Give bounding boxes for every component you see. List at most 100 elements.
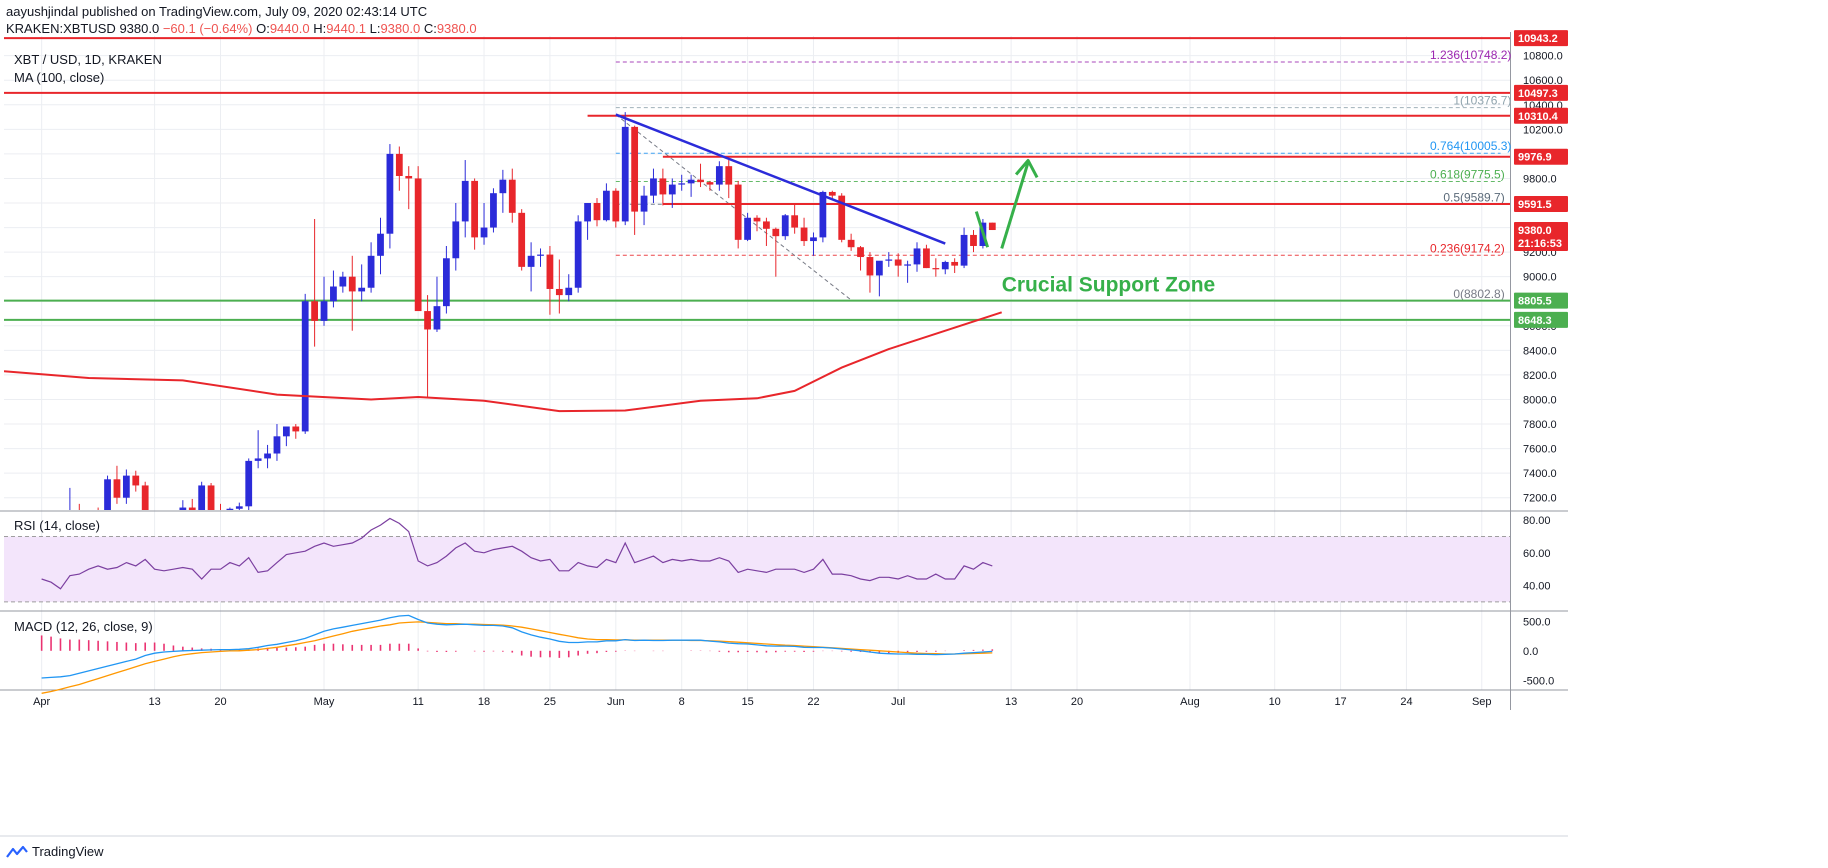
brand-name: TradingView (32, 844, 104, 859)
close-label: C: (423, 21, 437, 36)
candle-body (715, 166, 723, 185)
fib-ratio-label: 0.764 (1430, 139, 1460, 153)
arrow-up-shaft (1000, 162, 1030, 249)
chart-title: XBT / USD, 1D, KRAKEN (14, 52, 162, 67)
candle-body (791, 215, 799, 228)
candle-body (847, 239, 855, 248)
price-tag: 9380.0 (1518, 225, 1552, 237)
time-tick-label: 22 (807, 696, 819, 708)
time-tick-label: 13 (1005, 696, 1017, 708)
time-tick-label: Aug (1180, 696, 1200, 708)
price-tick-label: 8400.0 (1523, 345, 1557, 357)
candle-body (857, 247, 864, 258)
candle-body (904, 264, 911, 266)
candle-body (442, 258, 450, 307)
candle-body (499, 179, 507, 194)
candle-body (744, 217, 751, 240)
level-tag: 10310.4 (1518, 111, 1559, 123)
price-tick-label: 9800.0 (1523, 173, 1557, 185)
level-tag: 10497.3 (1518, 88, 1558, 100)
fib-diagonal (615, 114, 852, 301)
open-value: 9440.0 (269, 21, 310, 36)
time-tick-label: Sep (1472, 696, 1492, 708)
ohlc-bar: KRAKEN:XBTUSD 9380.0 −60.1 (−0.64%) O:94… (6, 21, 477, 36)
candle-body (706, 182, 714, 185)
candle-body (367, 255, 375, 288)
candle-body (405, 175, 413, 179)
candle-body (282, 426, 290, 437)
candle-body (612, 190, 620, 222)
candle-body (894, 259, 902, 266)
candle-body (763, 221, 770, 229)
macd-line (41, 614, 993, 679)
candle-body (395, 153, 403, 176)
fib-price-label: (8802.8) (1460, 287, 1505, 301)
candle-body (273, 436, 281, 454)
price-tick-label: 7800.0 (1523, 419, 1557, 431)
candle-body (866, 257, 874, 276)
fib-price-label: (9589.7) (1460, 190, 1505, 204)
candle-body (508, 179, 516, 213)
candle-body (640, 195, 648, 212)
candle-body (923, 248, 930, 269)
time-tick-label: 13 (148, 696, 160, 708)
publish-header: aayushjindal published on TradingView.co… (6, 4, 428, 19)
level-tag-bg (1514, 148, 1568, 165)
time-tick-label: 25 (544, 696, 556, 708)
candle-body (781, 215, 789, 237)
candle-body (810, 237, 817, 242)
symbol-label: KRAKEN:XBTUSD (6, 21, 116, 36)
price-tick-label: 10800.0 (1523, 51, 1563, 63)
time-tick-label: Apr (33, 696, 50, 708)
candle-body (320, 301, 328, 321)
price-tick-label: 10600.0 (1523, 75, 1563, 87)
price-tick-label: 7200.0 (1523, 493, 1557, 505)
candle-body (555, 288, 563, 296)
candle-body (697, 179, 704, 183)
time-tick-label: 17 (1334, 696, 1346, 708)
candle-body (932, 268, 940, 270)
candle-body (141, 485, 149, 510)
candle-body (734, 184, 742, 240)
rsi-band (4, 536, 1510, 602)
price-tick-label: 9000.0 (1523, 272, 1557, 284)
level-tag: 9591.5 (1518, 199, 1552, 211)
price-tick-label: 10200.0 (1523, 124, 1563, 136)
candle-body (226, 508, 234, 510)
candle-body (668, 184, 676, 195)
level-tag-bg (1514, 292, 1568, 309)
close-value: 9380.0 (436, 21, 477, 36)
candle-body (885, 259, 893, 261)
time-tick-label: 8 (679, 696, 685, 708)
descending-trendline (615, 113, 946, 245)
tradingview-brand[interactable]: TradingView (6, 844, 104, 859)
candle-body (913, 248, 921, 265)
macd-tick-label: 0.0 (1523, 646, 1538, 658)
candle-body (301, 301, 309, 432)
fib-ratio-label: 0 (1453, 287, 1460, 301)
level-tag: 10943.2 (1518, 33, 1558, 45)
macd-title: MACD (12, 26, close, 9) (14, 619, 153, 634)
candle-body (621, 126, 629, 222)
candle-body (198, 485, 206, 510)
candle-body (480, 227, 488, 238)
candle-body (875, 260, 883, 276)
level-tag: 9976.9 (1518, 152, 1552, 164)
candle-body (527, 255, 535, 267)
level-tag-bg (1514, 107, 1568, 124)
candle-body (565, 287, 573, 296)
rsi-title: RSI (14, close) (14, 518, 100, 533)
fib-price-label: (10748.2) (1460, 48, 1511, 62)
candle-body (339, 276, 347, 287)
low-label: L: (369, 21, 381, 36)
fib-ratio-label: 0.236 (1430, 241, 1460, 255)
high-label: H: (313, 21, 327, 36)
open-label: O: (256, 21, 270, 36)
price-tick-label: 8000.0 (1523, 394, 1557, 406)
candle-body (819, 191, 827, 238)
candle-body (988, 222, 996, 231)
fib-ratio-label: 0.5 (1443, 190, 1460, 204)
candle-body (659, 178, 667, 195)
candle-body (471, 180, 479, 238)
